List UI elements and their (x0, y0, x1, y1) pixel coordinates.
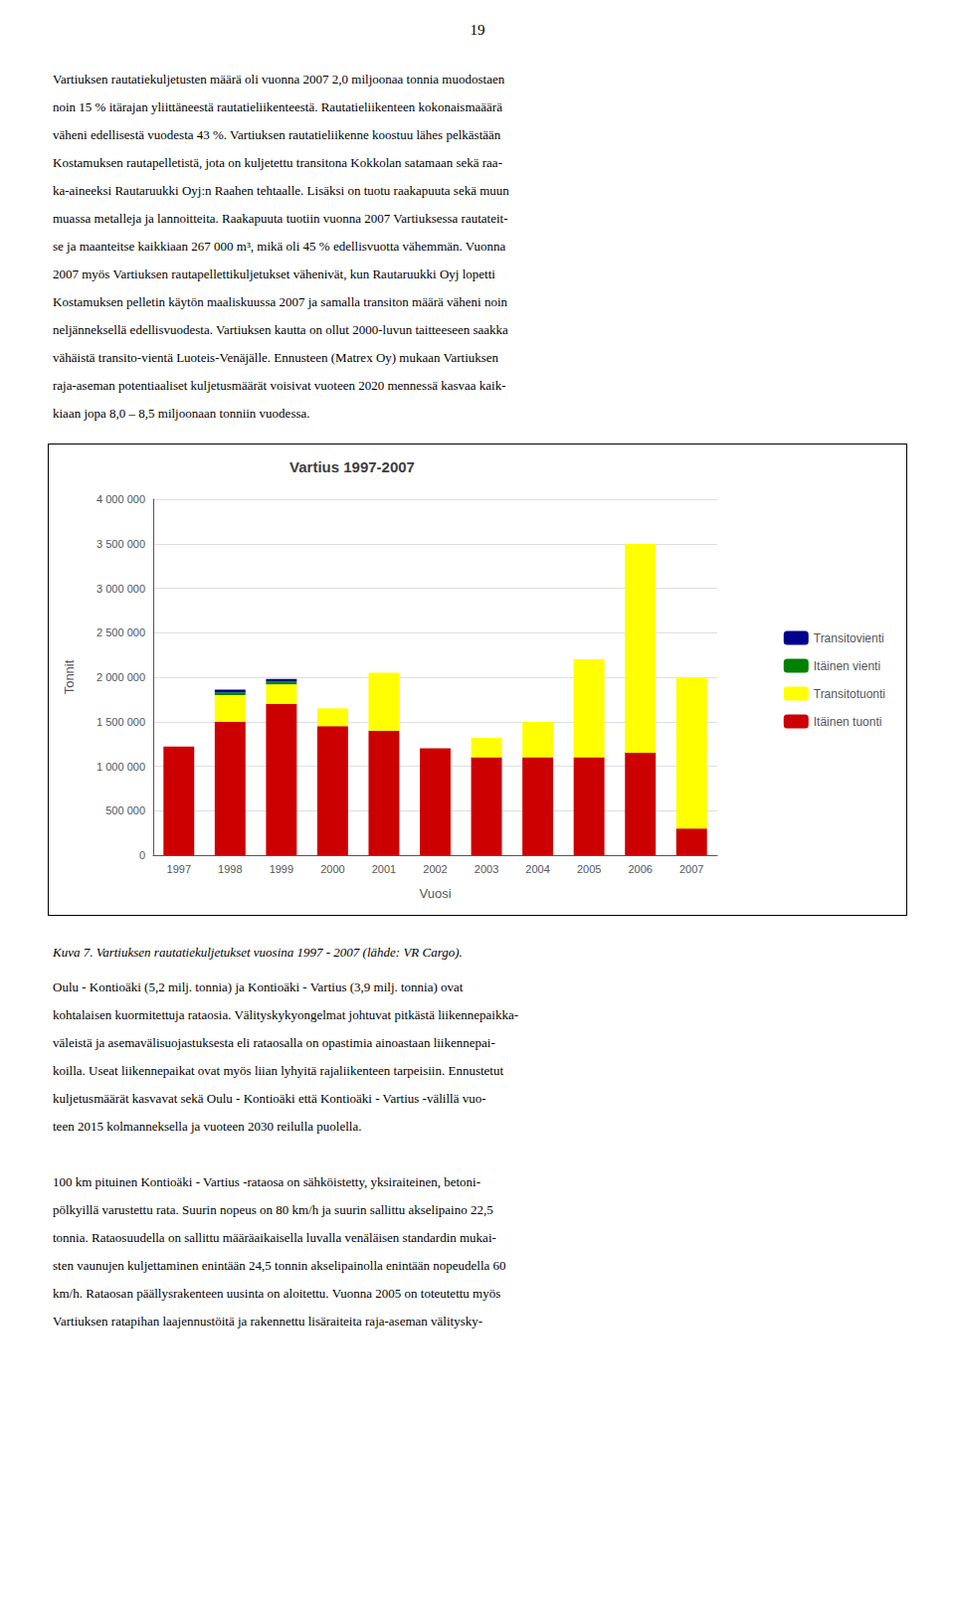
svg-text:2004: 2004 (525, 863, 550, 876)
html-text:ka-aineeksi Rautaruukki Oyj:n: ka-aineeksi Rautaruukki Oyj:n Raahen teh… (52, 183, 510, 198)
svg-text:2002: 2002 (422, 863, 447, 876)
html-text:2007 myös Vartiuksen rautapell: 2007 myös Vartiuksen rautapellettikuljet… (52, 266, 496, 282)
svg-text:Itäinen vienti: Itäinen vienti (813, 659, 881, 674)
html-text:Vartiuksen rautatiekuljetusten: Vartiuksen rautatiekuljetusten määrä oli… (52, 71, 505, 87)
svg-text:0: 0 (139, 849, 146, 862)
svg-text:1999: 1999 (269, 863, 294, 876)
html-text:Oulu - Kontioäki (5,2 milj. to: Oulu - Kontioäki (5,2 milj. tonnia) ja K… (52, 979, 464, 995)
html-text:kiaan jopa 8,0 – 8,5 miljoonaa: kiaan jopa 8,0 – 8,5 miljoonaan tonniin … (52, 405, 310, 421)
svg-text:2001: 2001 (372, 863, 396, 876)
html-text:väleistä ja asemavälisuojastuk: väleistä ja asemavälisuojastuksesta eli … (52, 1035, 496, 1051)
svg-text:Tonnit: Tonnit (61, 659, 77, 695)
html-text:Kostamuksen rautapelletistä, j: Kostamuksen rautapelletistä, jota on kul… (52, 155, 503, 171)
html-text:raja-aseman potentiaaliset kul: raja-aseman potentiaaliset kuljetusmäärä… (52, 378, 506, 393)
svg-text:2005: 2005 (576, 863, 601, 876)
svg-text:2006: 2006 (627, 863, 652, 876)
svg-text:1997: 1997 (167, 863, 191, 876)
html-text:pölkyillä varustettu rata. Suu: pölkyillä varustettu rata. Suurin nopeus… (52, 1202, 494, 1218)
svg-text:2000: 2000 (320, 863, 345, 876)
html-text:Kuva 7. Vartiuksen rautatiekul: Kuva 7. Vartiuksen rautatiekuljetukset v… (52, 945, 463, 960)
html-text:teen 2015 kolmanneksella ja vu: teen 2015 kolmanneksella ja vuoteen 2030… (52, 1119, 362, 1135)
html-text:Vartiuksen ratapihan laajennus: Vartiuksen ratapihan laajennustöitä ja r… (52, 1314, 483, 1330)
html-text:muassa metalleja ja lannoittei: muassa metalleja ja lannoitteita. Raakap… (52, 210, 508, 226)
html-text:vähäistä transito-vientä Luote: vähäistä transito-vientä Luoteis-Venäjäl… (52, 350, 499, 366)
svg-text:Transitotuonti: Transitotuonti (813, 687, 886, 702)
svg-text:3 500 000: 3 500 000 (96, 538, 146, 551)
svg-text:Itäinen tuonti: Itäinen tuonti (813, 715, 883, 730)
html-text:100 km pituinen Kontioäki - Va: 100 km pituinen Kontioäki - Vartius -rat… (52, 1174, 481, 1190)
html-text:koilla. Useat liikennepaikat o: koilla. Useat liikennepaikat ovat myös l… (52, 1063, 504, 1079)
html-text:se ja maanteitse kaikkiaan 267: se ja maanteitse kaikkiaan 267 000 m³, m… (52, 238, 506, 254)
svg-text:1 000 000: 1 000 000 (96, 761, 146, 773)
html-text:sten vaunujen kuljettaminen en: sten vaunujen kuljettaminen enintään 24,… (52, 1258, 506, 1274)
html-text:kohtalaisen kuormitettuja rata: kohtalaisen kuormitettuja rataosia. Väli… (52, 1007, 519, 1023)
svg-text:Transitovienti: Transitovienti (813, 631, 885, 646)
svg-text:4 000 000: 4 000 000 (96, 493, 146, 506)
html-text:19: 19 (470, 21, 485, 38)
svg-text:1998: 1998 (217, 863, 242, 876)
html-text:kuljetusmäärät kasvavat sekä O: kuljetusmäärät kasvavat sekä Oulu - Kont… (52, 1091, 486, 1107)
svg-text:500 000: 500 000 (105, 804, 146, 817)
svg-text:1 500 000: 1 500 000 (96, 716, 146, 729)
html-text:väheni edellisestä vuodesta 43: väheni edellisestä vuodesta 43 %. Vartiu… (52, 127, 501, 143)
html-text:noin 15 % itärajan yliittänees: noin 15 % itärajan yliittäneestä rautati… (52, 99, 503, 115)
svg-text:3 000 000: 3 000 000 (96, 582, 146, 595)
html-text:neljänneksellä edellisvuodesta: neljänneksellä edellisvuodesta. Vartiuks… (52, 322, 509, 338)
html-text:Kostamuksen pelletin käytön ma: Kostamuksen pelletin käytön maaliskuussa… (52, 294, 508, 310)
svg-text:2003: 2003 (474, 863, 499, 876)
svg-text:2 500 000: 2 500 000 (96, 626, 146, 639)
svg-text:2007: 2007 (679, 863, 704, 876)
svg-text:2 000 000: 2 000 000 (96, 671, 146, 684)
svg-text:Vuosi: Vuosi (418, 886, 451, 902)
html-text:km/h. Rataosan päällysrakentee: km/h. Rataosan päällysrakenteen uusinta … (52, 1286, 501, 1302)
svg-text:Vartius 1997-2007: Vartius 1997-2007 (289, 458, 415, 476)
html-text:tonnia. Rataosuudella on salli: tonnia. Rataosuudella on sallittu määräa… (52, 1230, 497, 1246)
